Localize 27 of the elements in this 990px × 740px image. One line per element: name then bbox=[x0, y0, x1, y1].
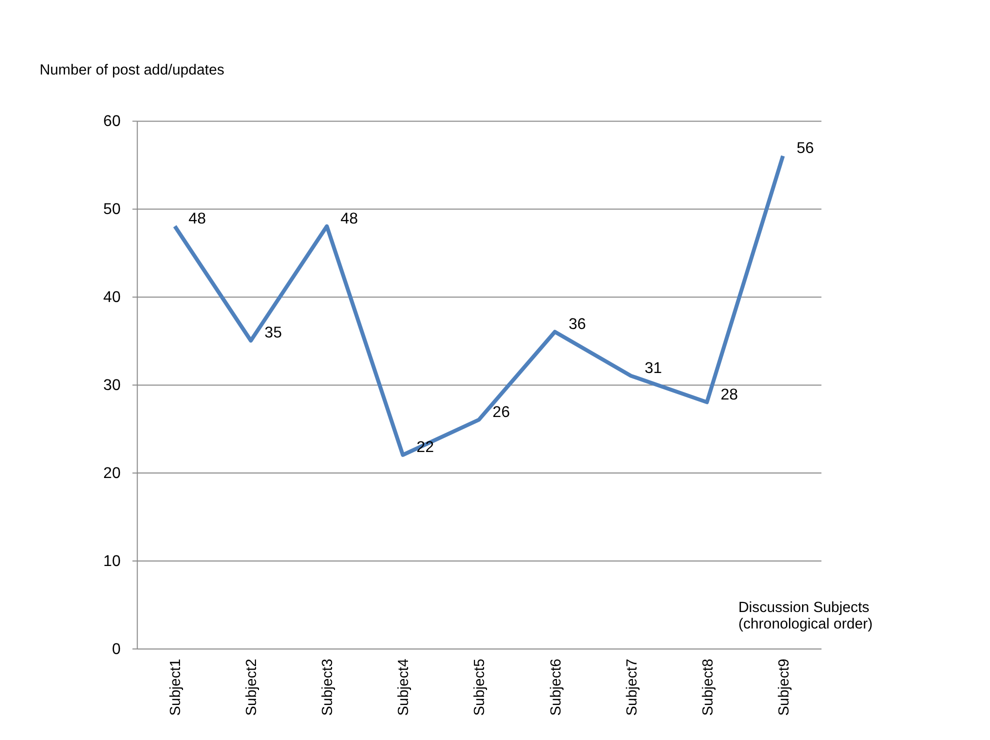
data-label: 28 bbox=[720, 386, 738, 404]
y-tick-label: 40 bbox=[103, 289, 121, 306]
data-label: 35 bbox=[264, 324, 282, 342]
x-tick-label: Subject8 bbox=[700, 658, 716, 716]
x-axis-title: Discussion Subjects (chronological order) bbox=[738, 600, 873, 632]
y-tick-label: 20 bbox=[103, 464, 121, 482]
x-tick-label: Subject1 bbox=[168, 658, 184, 716]
y-tick-label: 50 bbox=[103, 201, 121, 218]
data-label: 36 bbox=[568, 316, 586, 333]
data-label: 26 bbox=[492, 404, 510, 421]
x-tick-label: Subject7 bbox=[624, 658, 640, 716]
x-tick-label: Subject3 bbox=[320, 658, 336, 716]
y-tick-label: 60 bbox=[103, 113, 121, 130]
x-tick-label: Subject2 bbox=[244, 658, 260, 716]
data-label: 48 bbox=[188, 210, 206, 228]
data-label: 56 bbox=[796, 140, 814, 157]
x-tick-label: Subject9 bbox=[776, 658, 792, 716]
x-tick-label: Subject5 bbox=[472, 658, 488, 716]
data-label: 48 bbox=[340, 210, 358, 228]
y-axis-title: Number of post add/updates bbox=[40, 62, 224, 78]
y-tick-label: 0 bbox=[112, 640, 121, 658]
y-tick-label: 10 bbox=[103, 552, 121, 570]
data-label: 31 bbox=[644, 360, 662, 377]
x-tick-label: Subject4 bbox=[396, 658, 412, 716]
y-tick-label: 30 bbox=[103, 376, 121, 394]
line-series bbox=[172, 154, 785, 457]
x-tick-label: Subject6 bbox=[548, 658, 564, 716]
